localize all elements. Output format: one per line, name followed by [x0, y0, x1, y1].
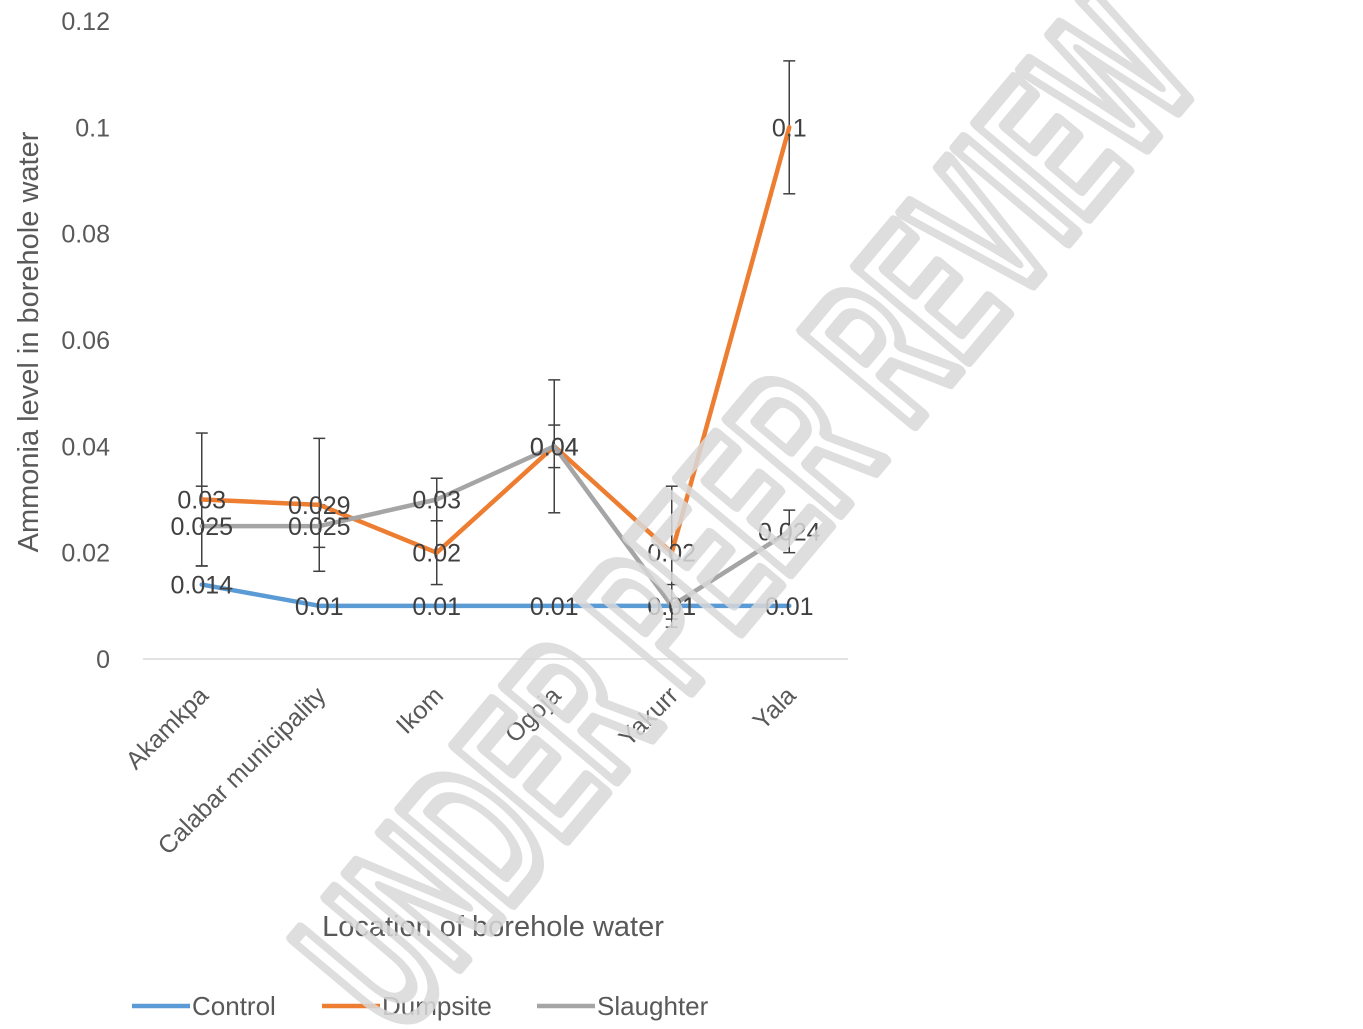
error-bars — [195, 60, 796, 628]
data-label: 0.01 — [530, 593, 579, 621]
data-label: 0.024 — [758, 518, 821, 546]
series-line-control — [199, 582, 792, 609]
y-axis-title: Ammonia level in borehole water — [13, 131, 45, 552]
data-label: 0.03 — [177, 487, 226, 515]
y-tick-label: 0.08 — [61, 221, 110, 249]
y-tick-label: 0.06 — [61, 327, 110, 355]
legend-label-control: Control — [192, 991, 276, 1021]
watermark-under-peer-review: UNDER PEER REVIEW — [253, 0, 1237, 1029]
data-label: 0.01 — [412, 593, 461, 621]
data-label: 0.01 — [647, 593, 696, 621]
data-labels: 0.014 0.01 0.01 0.01 0.01 0.01 0.03 0.029 0.02 0.… — [170, 114, 821, 621]
data-label: 0.025 — [288, 513, 351, 541]
data-label: 0.04 — [530, 433, 579, 461]
data-label: 0.01 — [295, 593, 344, 621]
series-lines — [199, 125, 792, 609]
series-line-slaughter — [199, 444, 792, 609]
series-line-dumpsite — [199, 125, 792, 555]
y-tick-label: 0.1 — [75, 114, 110, 142]
data-label: 0.01 — [647, 593, 696, 621]
data-label: 0.025 — [170, 513, 233, 541]
y-tick-label: 0.04 — [61, 433, 110, 461]
y-axis-ticks: 0 0.02 0.04 0.06 0.08 0.1 0.12 — [61, 8, 110, 674]
data-label: 0.1 — [772, 114, 807, 142]
legend: Control Dumpsite Slaughter — [132, 991, 709, 1021]
data-label: 0.029 — [288, 492, 351, 520]
x-tick-label: Akamkpa — [120, 681, 214, 775]
data-label: 0.04 — [530, 433, 579, 461]
y-tick-label: 0.02 — [61, 540, 110, 568]
y-tick-label: 0 — [96, 646, 110, 674]
x-axis-title: Location of borehole water — [322, 911, 664, 943]
legend-label-dumpsite: Dumpsite — [382, 991, 492, 1021]
data-label: 0.01 — [765, 593, 814, 621]
data-label: 0.02 — [647, 540, 696, 568]
y-tick-label: 0.12 — [61, 8, 110, 36]
data-label: 0.03 — [412, 487, 461, 515]
legend-label-slaughter: Slaughter — [597, 991, 709, 1021]
x-tick-label: Yala — [748, 681, 802, 735]
data-label: 0.02 — [412, 540, 461, 568]
data-label: 0.014 — [170, 572, 233, 600]
